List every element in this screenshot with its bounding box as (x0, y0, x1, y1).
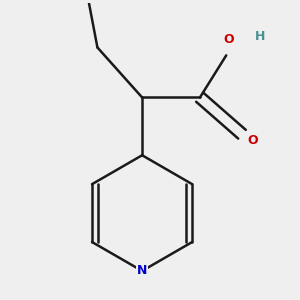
Text: O: O (247, 134, 258, 147)
Text: H: H (255, 31, 266, 44)
Text: O: O (224, 33, 234, 46)
Text: N: N (137, 264, 147, 278)
